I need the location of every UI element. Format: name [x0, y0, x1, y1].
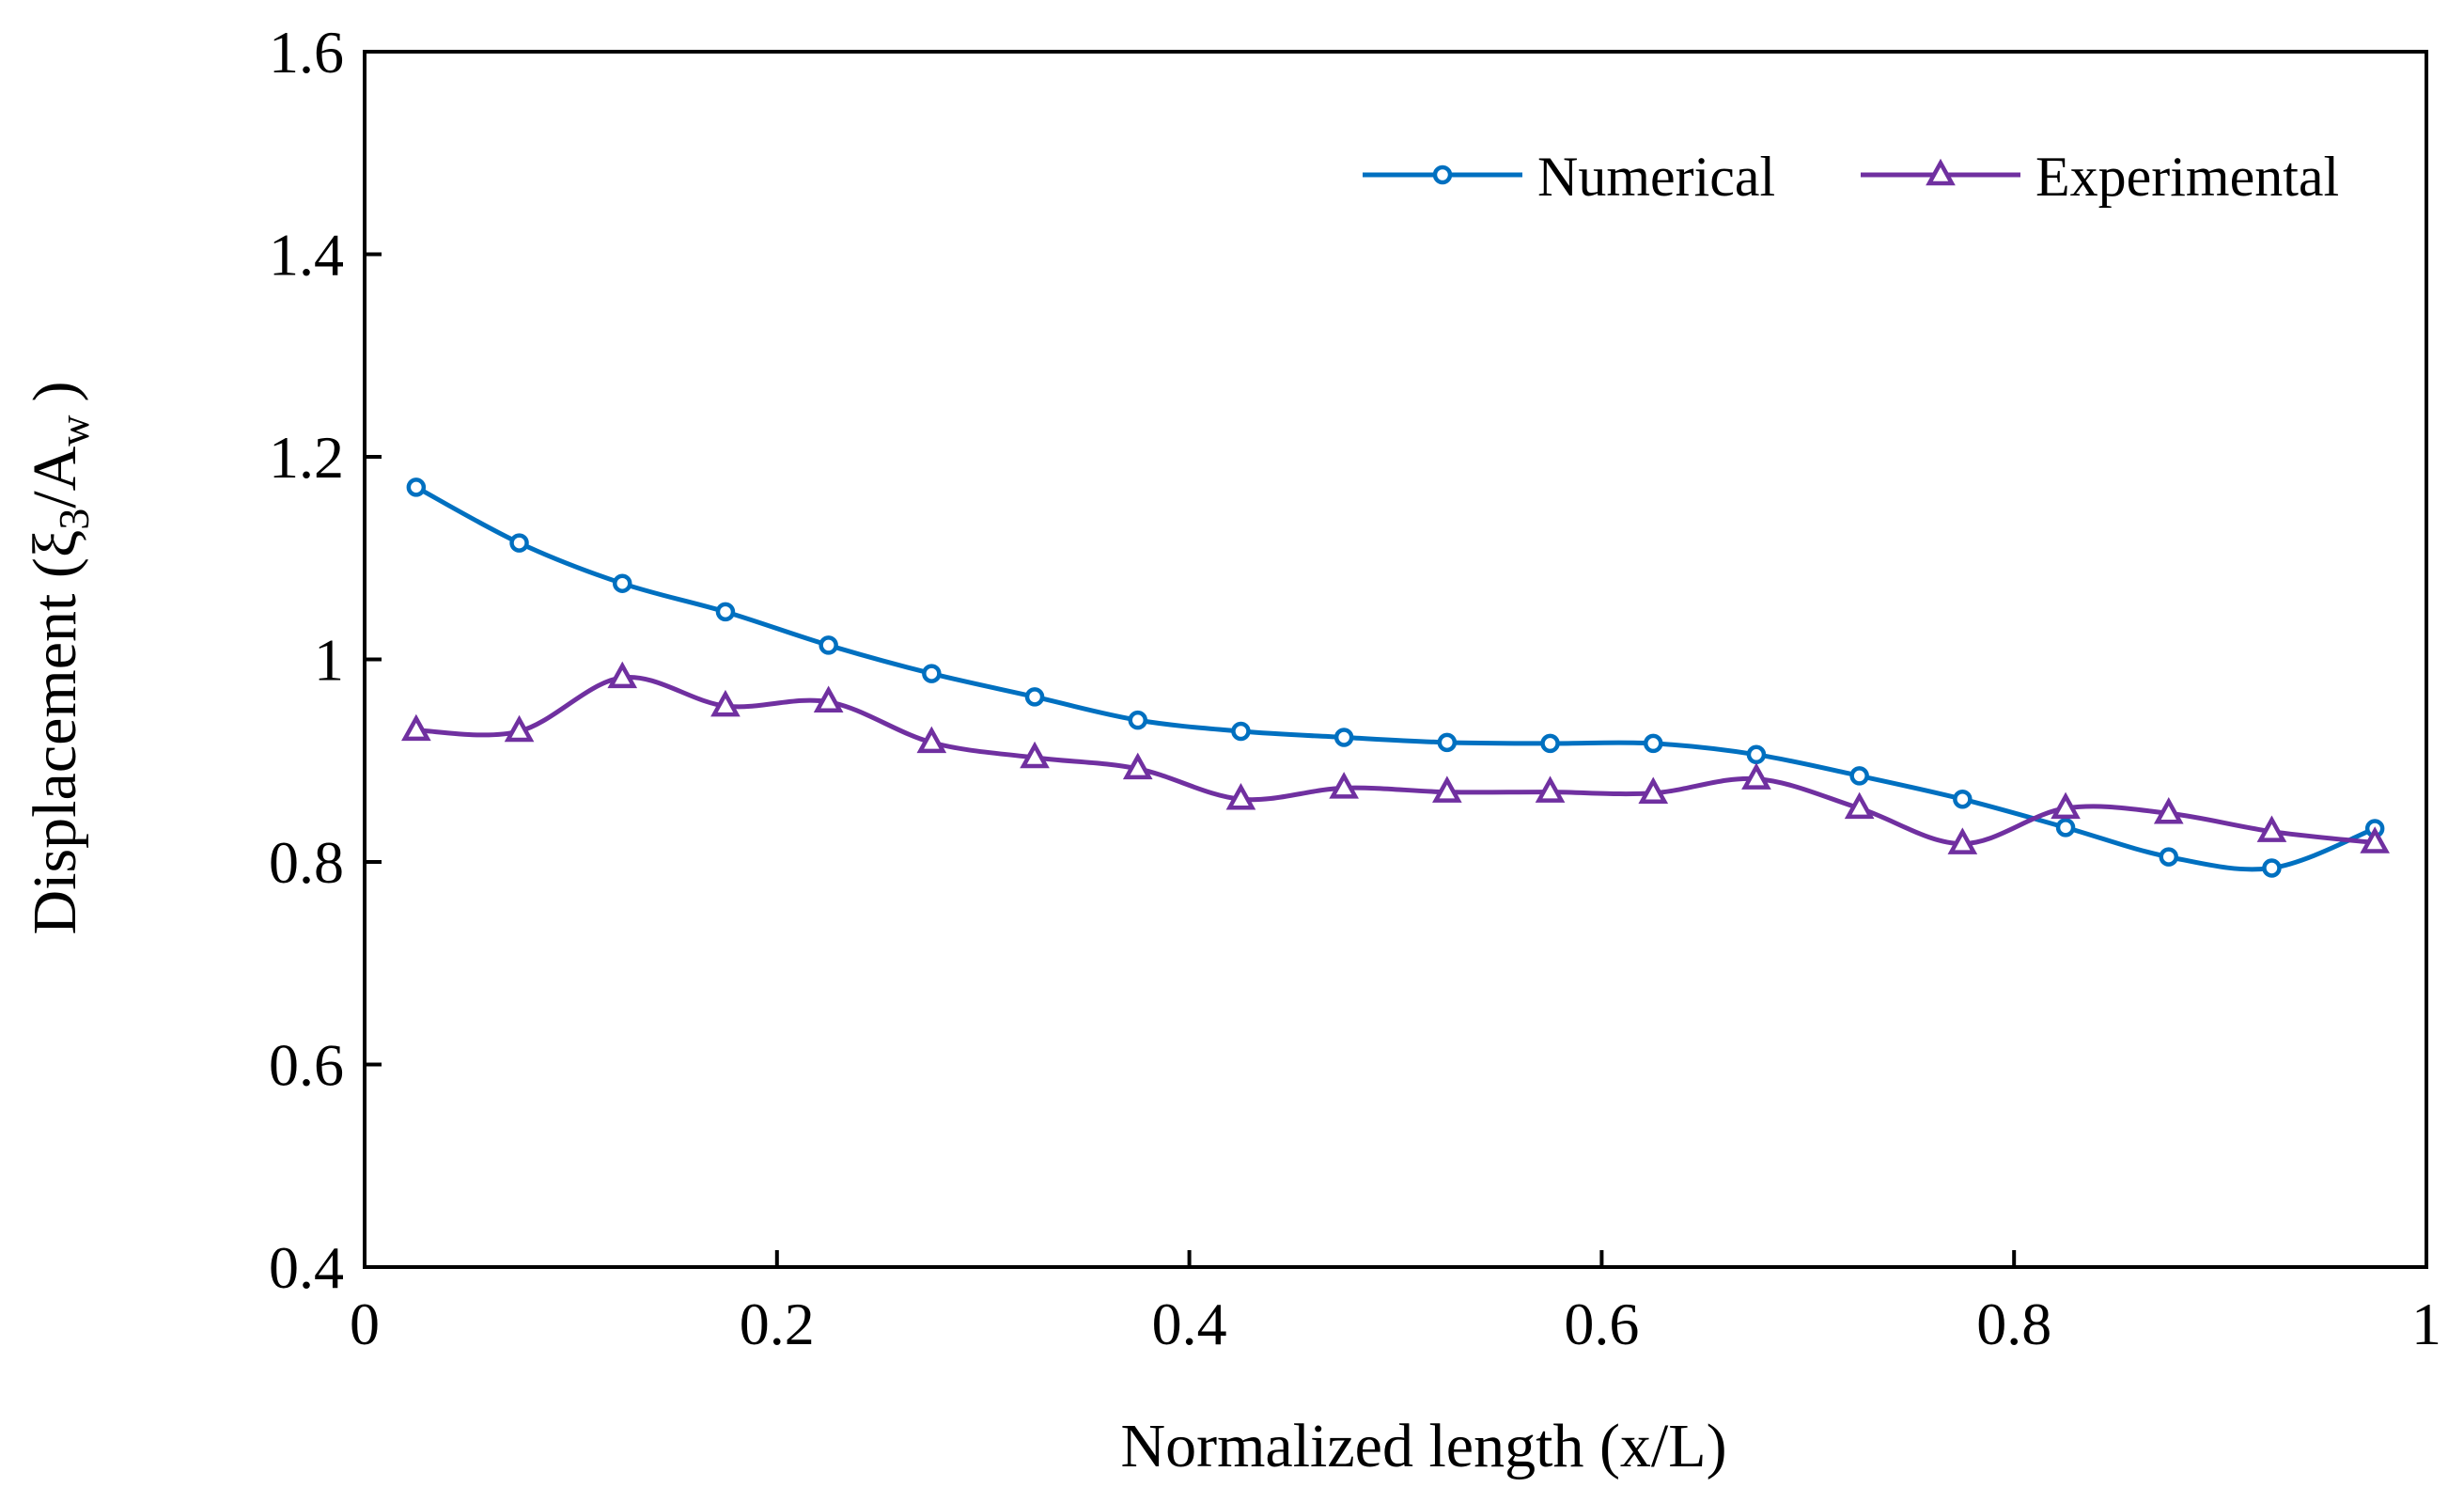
- plot-frame: [363, 50, 2428, 1269]
- numerical-point: [1024, 687, 1045, 707]
- legend-label-experimental: Experimental: [2035, 146, 2339, 208]
- experimental-point: [2360, 826, 2390, 853]
- y-axis-title-prefix: Displacement (: [21, 557, 89, 934]
- numerical-point: [922, 664, 942, 683]
- experimental-point: [1741, 762, 1771, 790]
- y-tick-label: 1.2: [269, 424, 344, 491]
- y-axis-title: Displacement (ξ3/Aw): [21, 381, 98, 934]
- legend-item-numerical: Numerical: [1363, 146, 1775, 208]
- experimental-point: [2256, 815, 2287, 842]
- legend-marker-numerical: [1432, 164, 1453, 185]
- experimental-point: [1638, 776, 1669, 804]
- numerical-point: [1540, 733, 1560, 754]
- legend-item-experimental: Experimental: [1861, 146, 2339, 208]
- y-tick-label: 1: [314, 627, 344, 694]
- x-tick-label: 0.4: [1152, 1291, 1227, 1357]
- y-tick-label: 1.4: [269, 222, 344, 289]
- experimental-point: [1947, 827, 1978, 854]
- numerical-point: [1953, 789, 1973, 809]
- numerical-point: [1333, 728, 1354, 747]
- y-axis-title-xi: ξ: [21, 530, 89, 557]
- numerical-point: [1849, 766, 1869, 786]
- x-tick-label: 0.8: [1976, 1291, 2051, 1357]
- y-axis-title-slash-a: /A: [21, 446, 89, 508]
- x-tick-label: 1: [2411, 1291, 2441, 1357]
- numerical-point: [2262, 858, 2282, 878]
- series-numerical: [406, 478, 2385, 878]
- axes: [363, 50, 2428, 1269]
- numerical-line: [414, 485, 2377, 872]
- numerical-point: [1746, 744, 1767, 765]
- x-tick-label: 0.2: [740, 1291, 815, 1357]
- ticks: 0.4 0.6 0.8 1 1.2 1.4 1.6 0 0.2 0.4 0.6 0.8 1: [269, 19, 2441, 1357]
- experimental-point: [2051, 791, 2081, 820]
- legend-label-numerical: Numerical: [1537, 146, 1775, 208]
- numerical-point: [509, 533, 529, 553]
- experimental-point: [710, 689, 741, 717]
- series-experimental: [401, 661, 2390, 854]
- experimental-point: [2153, 797, 2184, 824]
- experimental-point: [1329, 772, 1359, 799]
- experimental-point: [1432, 775, 1462, 803]
- x-tick-label: 0: [350, 1291, 380, 1357]
- legend: Numerical Experimental: [1363, 146, 2339, 208]
- experimental-point: [1535, 775, 1566, 803]
- y-tick-label: 1.6: [269, 19, 344, 86]
- x-tick-label: 0.6: [1564, 1291, 1639, 1357]
- y-tick-label: 0.8: [269, 829, 344, 896]
- numerical-point: [406, 478, 427, 497]
- experimental-point: [401, 713, 431, 742]
- y-axis-title-a-subscript: w: [50, 415, 98, 446]
- series: [401, 478, 2390, 878]
- numerical-point: [819, 635, 838, 655]
- experimental-point: [1020, 741, 1050, 769]
- numerical-point: [613, 573, 632, 593]
- legend-marker-experimental: [1926, 158, 1956, 186]
- experimental-point: [504, 714, 535, 743]
- experimental-line: [415, 674, 2376, 847]
- numerical-point: [1644, 733, 1663, 754]
- numerical-point: [1231, 721, 1251, 742]
- y-tick-label: 0.6: [269, 1032, 344, 1099]
- numerical-point: [1128, 710, 1147, 730]
- y-tick-label: 0.4: [269, 1234, 344, 1301]
- numerical-point: [2055, 818, 2076, 838]
- y-axis-title-suffix: ): [21, 381, 89, 401]
- experimental-point: [607, 661, 638, 689]
- y-axis-title-xi-subscript: 3: [50, 509, 98, 530]
- experimental-point: [1225, 782, 1256, 810]
- experimental-point: [1844, 791, 1875, 820]
- numerical-point: [715, 602, 736, 622]
- experimental-point: [813, 685, 844, 713]
- numerical-point: [1437, 732, 1458, 753]
- numerical-point: [2159, 847, 2178, 867]
- experimental-point: [916, 726, 947, 754]
- x-axis-title: Normalized length (x/L): [1120, 1412, 1726, 1480]
- experimental-point: [1122, 752, 1153, 780]
